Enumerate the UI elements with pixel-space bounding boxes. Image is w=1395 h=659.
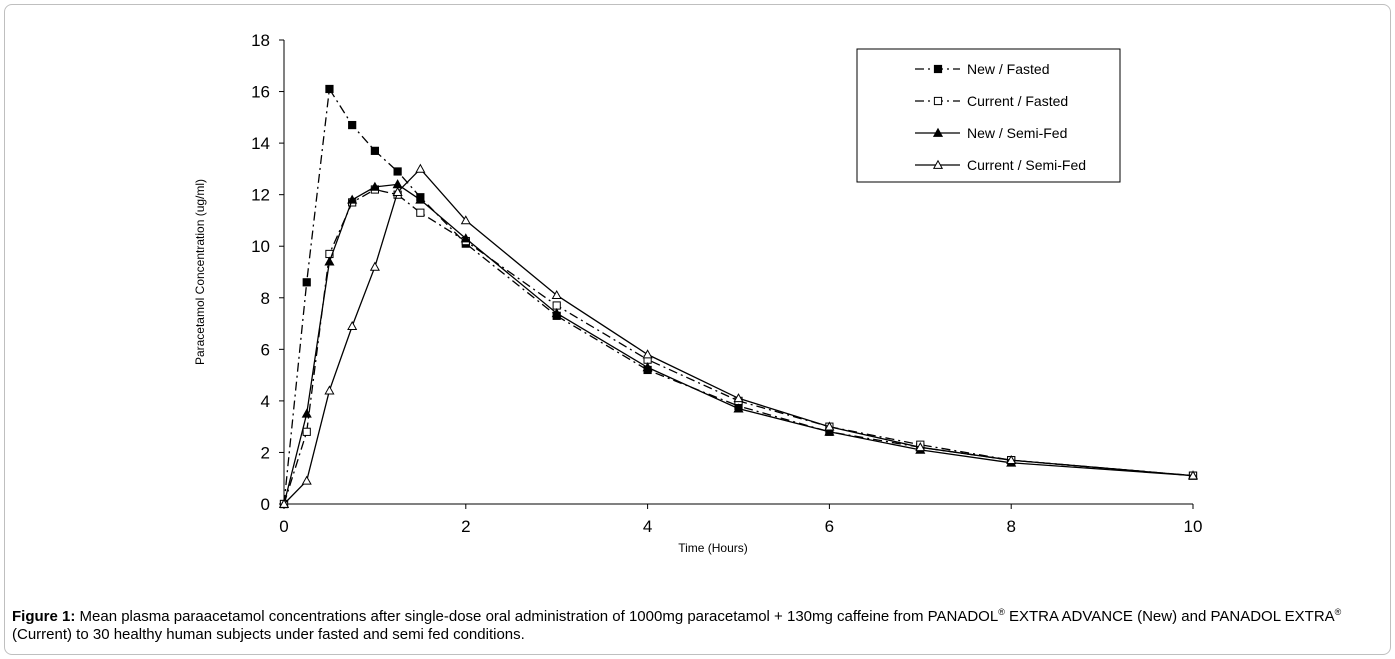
series-line-current-semi-fed — [283, 167, 1194, 505]
data-point-new-semi-fed — [324, 256, 335, 266]
data-point-new-fasted — [348, 120, 357, 130]
data-point-new-semi-fed — [392, 179, 403, 189]
legend-marker — [932, 159, 944, 169]
legend-marker — [933, 64, 943, 74]
y-axis-label: Paracetamol Concentration (ug/ml) — [193, 179, 207, 365]
data-point-new-semi-fed — [642, 362, 653, 372]
data-point-current-semi-fed — [347, 320, 358, 330]
x-tick-label: 8 — [1006, 517, 1015, 536]
x-tick-label: 10 — [1184, 517, 1203, 536]
caption-text-3: (Current) to 30 healthy human subjects u… — [12, 626, 525, 643]
chart-series-layer — [278, 84, 1199, 509]
data-point-current-semi-fed — [369, 261, 380, 271]
data-point-new-semi-fed — [824, 426, 835, 436]
data-point-current-semi-fed — [415, 163, 426, 173]
y-tick-label: 12 — [251, 186, 270, 205]
series-line-new-semi-fed — [283, 183, 1194, 505]
figure-frame — [4, 4, 1391, 655]
legend-label: Current / Semi-Fed — [967, 157, 1086, 173]
caption-label: Figure 1: — [12, 608, 76, 625]
data-point-current-fasted — [416, 208, 425, 217]
data-point-new-fasted — [370, 146, 379, 155]
y-tick-label: 0 — [261, 495, 270, 514]
data-point-new-semi-fed — [369, 181, 380, 191]
series-line-new-fasted — [283, 87, 1194, 505]
x-tick-label: 2 — [461, 517, 470, 536]
legend-label: New / Semi-Fed — [967, 125, 1067, 141]
chart-legend: New / Fasted Current / Fasted New / Semi-F… — [856, 48, 1121, 183]
x-tick-label: 6 — [825, 517, 834, 536]
legend-entry-new-fasted: New / Fasted — [915, 61, 1049, 77]
data-point-current-semi-fed — [301, 475, 312, 485]
data-point-new-fasted — [393, 167, 402, 176]
legend-label: New / Fasted — [967, 61, 1049, 77]
series-current-fasted — [279, 185, 1198, 509]
legend-marker — [932, 127, 944, 137]
legend-marker — [933, 96, 943, 106]
data-point-new-fasted — [325, 84, 334, 94]
x-tick-label: 4 — [643, 517, 652, 536]
y-tick-label: 4 — [261, 392, 270, 411]
data-point-current-semi-fed — [733, 393, 744, 403]
series-line-current-fasted — [283, 188, 1194, 505]
data-point-current-semi-fed — [915, 442, 926, 452]
data-point-new-semi-fed — [301, 408, 312, 418]
data-point-current-semi-fed — [278, 498, 290, 508]
data-point-current-semi-fed — [392, 186, 403, 196]
legend-box — [856, 48, 1121, 183]
data-point-current-semi-fed — [1006, 454, 1017, 465]
data-point-new-fasted — [302, 278, 311, 287]
caption-text-1: Mean plasma paraacetamol concentrations … — [75, 608, 999, 625]
legend-label: Current / Fasted — [967, 93, 1068, 109]
series-current-semi-fed — [278, 163, 1199, 508]
series-new-semi-fed — [278, 179, 1199, 508]
data-point-current-semi-fed — [324, 385, 335, 395]
y-tick-label: 2 — [261, 443, 270, 462]
data-point-current-semi-fed — [824, 421, 835, 431]
y-tick-label: 8 — [261, 289, 270, 308]
legend-entry-current-semi-fed: Current / Semi-Fed — [915, 157, 1086, 173]
data-point-new-semi-fed — [733, 403, 744, 413]
data-point-current-semi-fed — [642, 349, 653, 359]
chart-axes: 0 2 4 6 8 10 12 14 16 18 0 2 4 6 8 10 Time (Hours) Parace… — [193, 31, 1202, 555]
data-point-new-semi-fed — [415, 194, 426, 204]
caption-registered-mark-1: ® — [998, 607, 1005, 617]
line-chart: 0 2 4 6 8 10 12 14 16 18 0 2 4 6 8 10 Time (Hours) Parace… — [193, 31, 1202, 555]
y-tick-label: 18 — [251, 31, 270, 50]
data-point-current-semi-fed — [460, 215, 471, 225]
caption-registered-mark-2: ® — [1334, 607, 1342, 617]
data-point-new-semi-fed — [460, 233, 471, 243]
legend-entry-new-semi-fed: New / Semi-Fed — [915, 125, 1067, 141]
data-point-new-semi-fed — [551, 308, 562, 318]
figure-caption: Figure 1: Mean plasma paraacetamol conce… — [12, 603, 1392, 644]
x-axis-label: Time (Hours) — [678, 541, 748, 555]
data-point-current-fasted — [302, 427, 311, 436]
data-point-new-semi-fed — [347, 194, 358, 204]
y-tick-label: 10 — [251, 237, 270, 256]
x-tick-label: 0 — [279, 517, 288, 536]
y-tick-label: 14 — [251, 134, 270, 153]
caption-text-2: EXTRA ADVANCE (New) and PANADOL EXTRA — [1004, 608, 1335, 625]
legend-entry-current-fasted: Current / Fasted — [915, 93, 1068, 109]
data-point-current-semi-fed — [1187, 470, 1199, 480]
y-tick-label: 16 — [251, 83, 270, 102]
data-point-current-semi-fed — [551, 289, 562, 300]
y-tick-label: 6 — [261, 340, 270, 359]
